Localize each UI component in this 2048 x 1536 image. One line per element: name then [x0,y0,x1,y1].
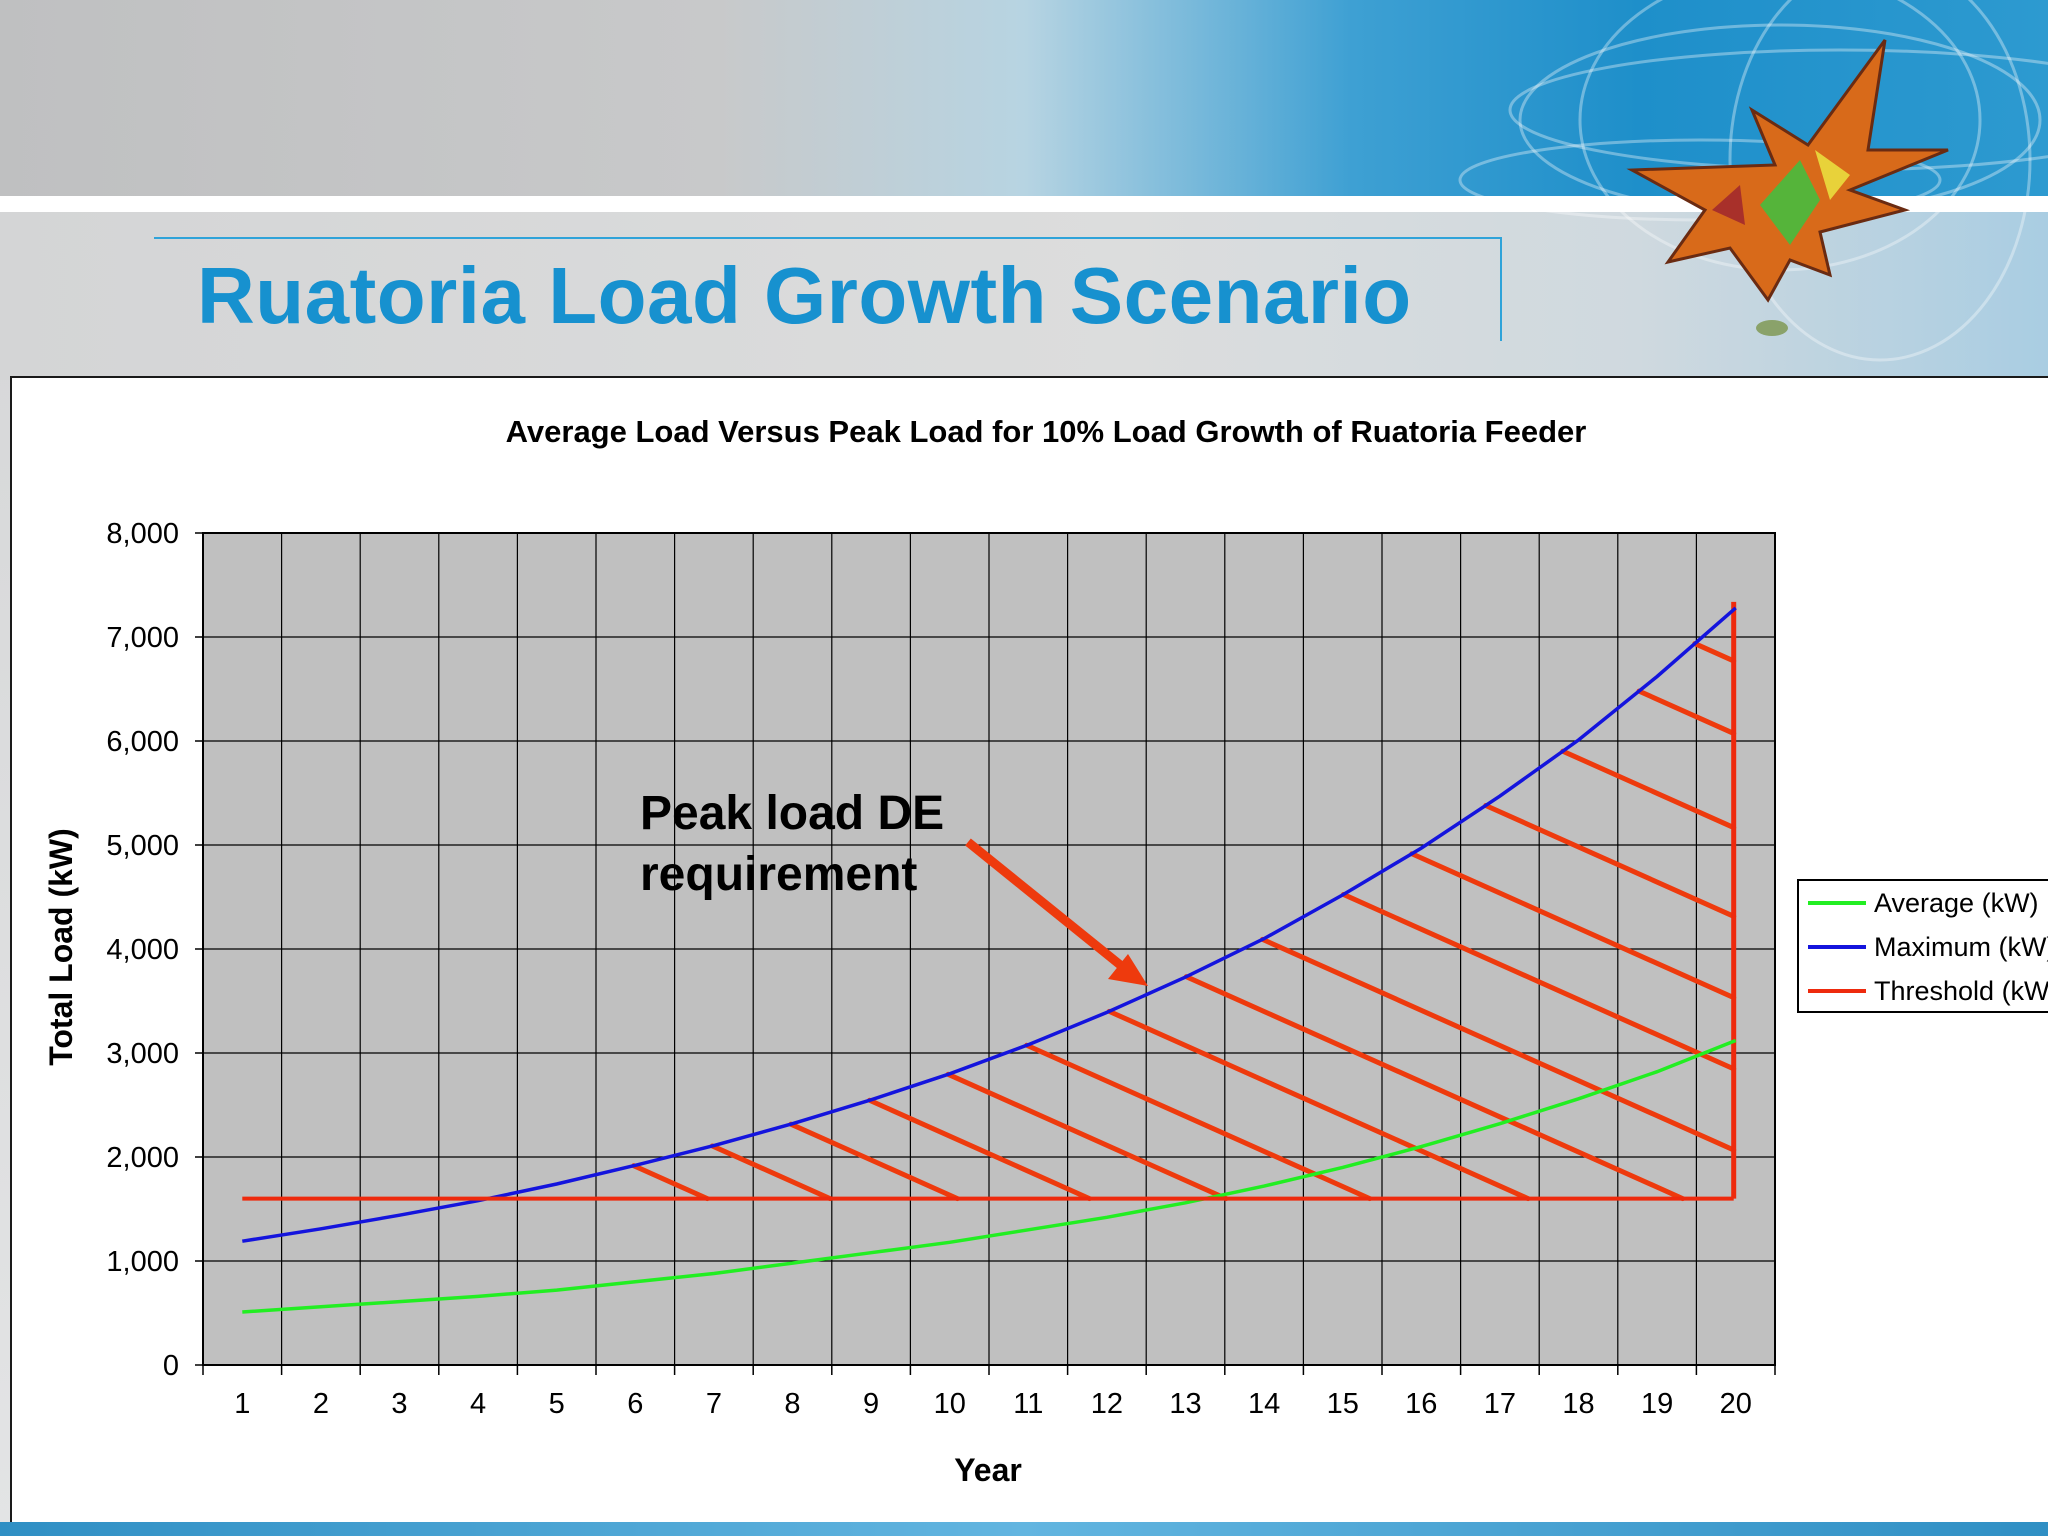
y-tick-label: 5,000 [106,830,179,862]
y-tick-label: 7,000 [106,622,179,654]
annotation-arrow-head-icon [1108,954,1148,986]
y-tick-label: 2,000 [106,1142,179,1174]
series-lines [242,606,1737,1314]
y-tick-label: 6,000 [106,726,179,758]
x-tick-label: 3 [391,1388,407,1420]
x-tick-label: 6 [627,1388,643,1420]
x-tick-label: 2 [313,1388,329,1420]
hatch-line [1692,641,1737,664]
hatch-line [788,1121,960,1202]
x-tick-label: 4 [470,1388,486,1420]
x-tick-label: 1 [234,1388,250,1420]
x-tick-label: 20 [1720,1388,1752,1420]
hatch-line [1106,1008,1531,1202]
x-tick-label: 7 [706,1388,722,1420]
hatch-line [1483,802,1737,919]
y-axis-label: Total Load (kW) [43,828,79,1066]
x-tick-label: 11 [1013,1388,1043,1420]
y-axis: 0 1,000 2,000 3,000 4,000 5,000 6,000 7,000 8,00… [106,518,203,1382]
hatch-line [1260,936,1737,1153]
bottom-strip [0,1522,2048,1536]
annotation-arrow-shaft [965,838,1127,972]
annotation-line-2: requirement [640,848,917,901]
x-axis-label: Year [954,1452,1022,1488]
hatch-line [631,1163,710,1202]
hatch-line [867,1097,1092,1202]
average-line [242,1038,1737,1314]
x-tick-label: 9 [863,1388,879,1420]
x-tick-label: 18 [1562,1388,1594,1420]
hatch-line [1636,688,1737,736]
chart-title: Average Load Versus Peak Load for 10% Lo… [506,414,1587,449]
x-axis: 1 2 3 4 5 6 7 8 9 10 11 12 13 14 15 16 17 18 19 20 [202,1365,1776,1420]
x-tick-label: 8 [784,1388,800,1420]
x-tick-label: 15 [1327,1388,1359,1420]
y-tick-label: 1,000 [106,1246,179,1278]
annotation-line-1: Peak load DE [640,787,944,840]
hatch-line [1560,748,1737,831]
x-tick-label: 10 [934,1388,966,1420]
x-tick-label: 5 [549,1388,565,1420]
x-tick-label: 12 [1091,1388,1123,1420]
header-divider [0,196,2048,212]
grid [203,532,1775,1366]
legend-entry-threshold-label: Threshold (kW) [1874,976,2048,1006]
y-tick-label: 8,000 [106,518,179,550]
hatch-line [709,1143,833,1202]
legend: Average (kW) Maximum (kW) Threshold (kW) [1797,879,2048,1013]
annotation: Peak load DE requirement [640,787,1148,986]
hatch-line [1409,851,1737,1001]
y-tick-label: 0 [163,1350,179,1382]
x-tick-label: 14 [1248,1388,1280,1420]
title-frame [154,237,1502,341]
x-tick-label: 19 [1641,1388,1673,1420]
y-tick-label: 3,000 [106,1038,179,1070]
hatch-line [1183,974,1686,1202]
x-tick-label: 16 [1405,1388,1437,1420]
x-tick-label: 13 [1169,1388,1201,1420]
header-decoration [1458,0,2048,362]
logo-star-icon [1626,39,1949,336]
legend-entry-maximum-label: Maximum (kW) [1874,932,2048,962]
hatch-line [1340,891,1737,1072]
x-tick-label: 17 [1484,1388,1516,1420]
slide-title: Ruatoria Load Growth Scenario [197,251,1412,340]
legend-entry-average-label: Average (kW) [1874,888,2039,918]
hatch-line [945,1071,1229,1202]
y-tick-label: 4,000 [106,934,179,966]
